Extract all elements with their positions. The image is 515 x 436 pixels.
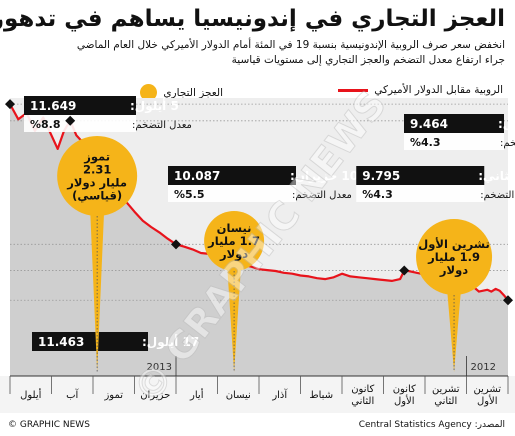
bubble-1-label-1: 1.7 مليار: [207, 234, 260, 248]
annotation-sep-5-header: [24, 96, 136, 115]
annotation-sep-17-inflation-label: معدل التضخم:: [500, 138, 515, 149]
subtitle-line-1: انخفض سعر صرف الروبية الإندونيسية بنسبة …: [76, 39, 505, 51]
annotation-low-sep-17-marker: [65, 115, 76, 126]
annotation-jun-10-marker: [171, 239, 181, 250]
x-tick-label-0-a: تشرين: [473, 384, 501, 395]
x-tick-label-5: آذار: [271, 388, 288, 401]
bubble-0: [416, 219, 493, 295]
bubble-1: [204, 211, 265, 271]
x-tick-label-3-a: كانون: [351, 384, 374, 395]
source: المصدر: Central Statistics Agency: [359, 420, 505, 430]
x-tick-label-10: آب: [66, 388, 79, 401]
chart-subtitle: انخفض سعر صرف الروبية الإندونيسية بنسبة …: [10, 38, 505, 68]
x-axis-band: [0, 376, 515, 413]
bubble-2: [57, 136, 138, 216]
x-tick-label-0-b: الأول: [477, 394, 498, 407]
x-tick-label-7: أيار: [189, 388, 204, 401]
annotation-sep-5-date: 5 أيلول:: [130, 98, 179, 114]
year-label-1: 2012: [471, 362, 496, 373]
legend-dot-swatch: [140, 84, 158, 101]
x-tick-label-9: تموز: [103, 390, 123, 401]
legend-dot-label: العجز التجاري: [163, 86, 223, 99]
annotation-jun-10-header: [168, 166, 296, 185]
annotation-jan-1-rate: 9.795: [362, 169, 400, 183]
x-tick-label-3-b: الثاني: [351, 396, 374, 407]
annotation-jan-1-header: [356, 166, 485, 185]
legend-dot-item: العجز التجاري: [140, 84, 223, 101]
annotation-jun-10-rate: 10.087: [174, 169, 220, 183]
bubble-1-pointer: [227, 265, 242, 372]
annotation-sep-17-rate: 9.464: [410, 117, 448, 131]
annotation-sep-5-marker: [5, 99, 15, 110]
annotation-sep-17-date: 17 أيلول:: [498, 116, 515, 132]
x-tick-label-11: أيلول: [20, 388, 42, 401]
area-under-line: [10, 104, 508, 376]
annotation-low-sep-17-header: [32, 332, 148, 351]
bubble-2-label-3: (قياسي): [72, 189, 122, 203]
bubble-0-label-2: دولار: [439, 263, 468, 278]
bubble-2-label-1: 2.31: [83, 163, 111, 177]
bubble-0-label-1: 1.9 مليار: [427, 250, 480, 264]
bubble-2-label-2: مليار دولار: [66, 176, 127, 191]
annotation-sep-17-marker: [503, 295, 513, 306]
source-name: Central Statistics Agency: [358, 420, 472, 430]
subtitle-line-2: جراء ارتفاع معدل التضخم والعجز التجاري إ…: [231, 54, 505, 66]
annotation-low-sep-17-rate: 11.463: [38, 335, 84, 349]
annotation-sep-17-header: [404, 114, 504, 133]
annotation-jan-1-inflation-label: معدل التضخم:: [480, 190, 515, 201]
x-tick-label-2-b: الأول: [394, 394, 415, 407]
annotation-jun-10-inflation-label: معدل التضخم:: [292, 190, 352, 201]
annotation-sep-5-rate: 11.649: [30, 99, 76, 113]
x-tick-label-6: نيسان: [226, 390, 251, 401]
x-tick-label-2-a: كانون: [393, 384, 416, 395]
legend-line-swatch: [338, 88, 369, 92]
bubble-0-label-0: تشرين الأول: [418, 237, 489, 252]
legend-line-item: الروبية مقابل الدولار الأميركي: [338, 84, 503, 96]
bubble-2-label-0: تموز: [83, 150, 110, 165]
x-tick-label-8: حزيران: [140, 390, 170, 401]
annotation-low-sep-17-date: 17 أيلول:: [142, 334, 199, 350]
bubble-1-label-0: نيسان: [217, 221, 252, 235]
annotation-sep-17-inflation: %4.3: [410, 136, 441, 149]
annotation-jan-1-info-bg: [356, 185, 485, 202]
x-tick-label-4: شباط: [309, 390, 333, 401]
copyright: © GRAPHIC NEWS: [8, 420, 90, 430]
legend-line-label: الروبية مقابل الدولار الأميركي: [374, 84, 503, 96]
annotation-jun-10-info-bg: [168, 185, 296, 202]
annotation-sep-5-inflation-label: معدل التضخم:: [132, 120, 192, 131]
source-label: المصدر:: [474, 420, 505, 430]
annotation-jan-1-marker: [399, 265, 410, 276]
year-label-0: 2013: [147, 362, 172, 373]
chart-title: العجز التجاري في إندونيسيا يساهم في تدهو…: [0, 6, 505, 32]
x-tick-label-1-a: تشرين: [432, 384, 460, 395]
annotation-jun-10-inflation: %5.5: [174, 188, 205, 201]
x-tick-label-1-b: الثاني: [434, 396, 457, 407]
annotation-sep-17-info-bg: [404, 133, 504, 150]
annotation-jun-10-date: 10 حزيران:: [290, 169, 358, 183]
annotation-jan-1-date: 1 كانون الثاني:: [478, 169, 515, 184]
annotation-sep-5-info-bg: [24, 115, 136, 132]
annotation-jan-1-inflation: %4.3: [362, 188, 393, 201]
bubble-1-label-2: دولار: [219, 247, 248, 262]
annotation-sep-5-inflation: %8.8: [30, 118, 61, 131]
